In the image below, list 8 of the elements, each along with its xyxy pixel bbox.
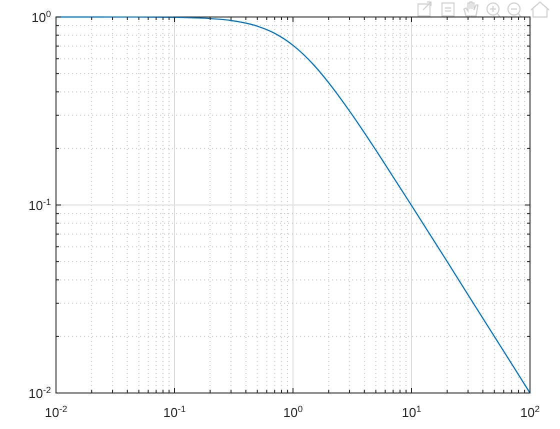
y-tick-label: 10$^{-2}$ <box>28 385 51 401</box>
x-tick-label: 10$^{0}$ <box>283 404 303 420</box>
x-tick-label: 10$^{-1}$ <box>163 404 186 420</box>
y-tick-label: 10$^{-1}$ <box>28 197 51 213</box>
y-tick-label: 10$^{0}$ <box>32 9 51 25</box>
x-tick-label: 10$^{2}$ <box>520 404 540 420</box>
x-tick-label: 10$^{1}$ <box>402 404 422 420</box>
x-tick-label: 10$^{-2}$ <box>44 404 68 420</box>
